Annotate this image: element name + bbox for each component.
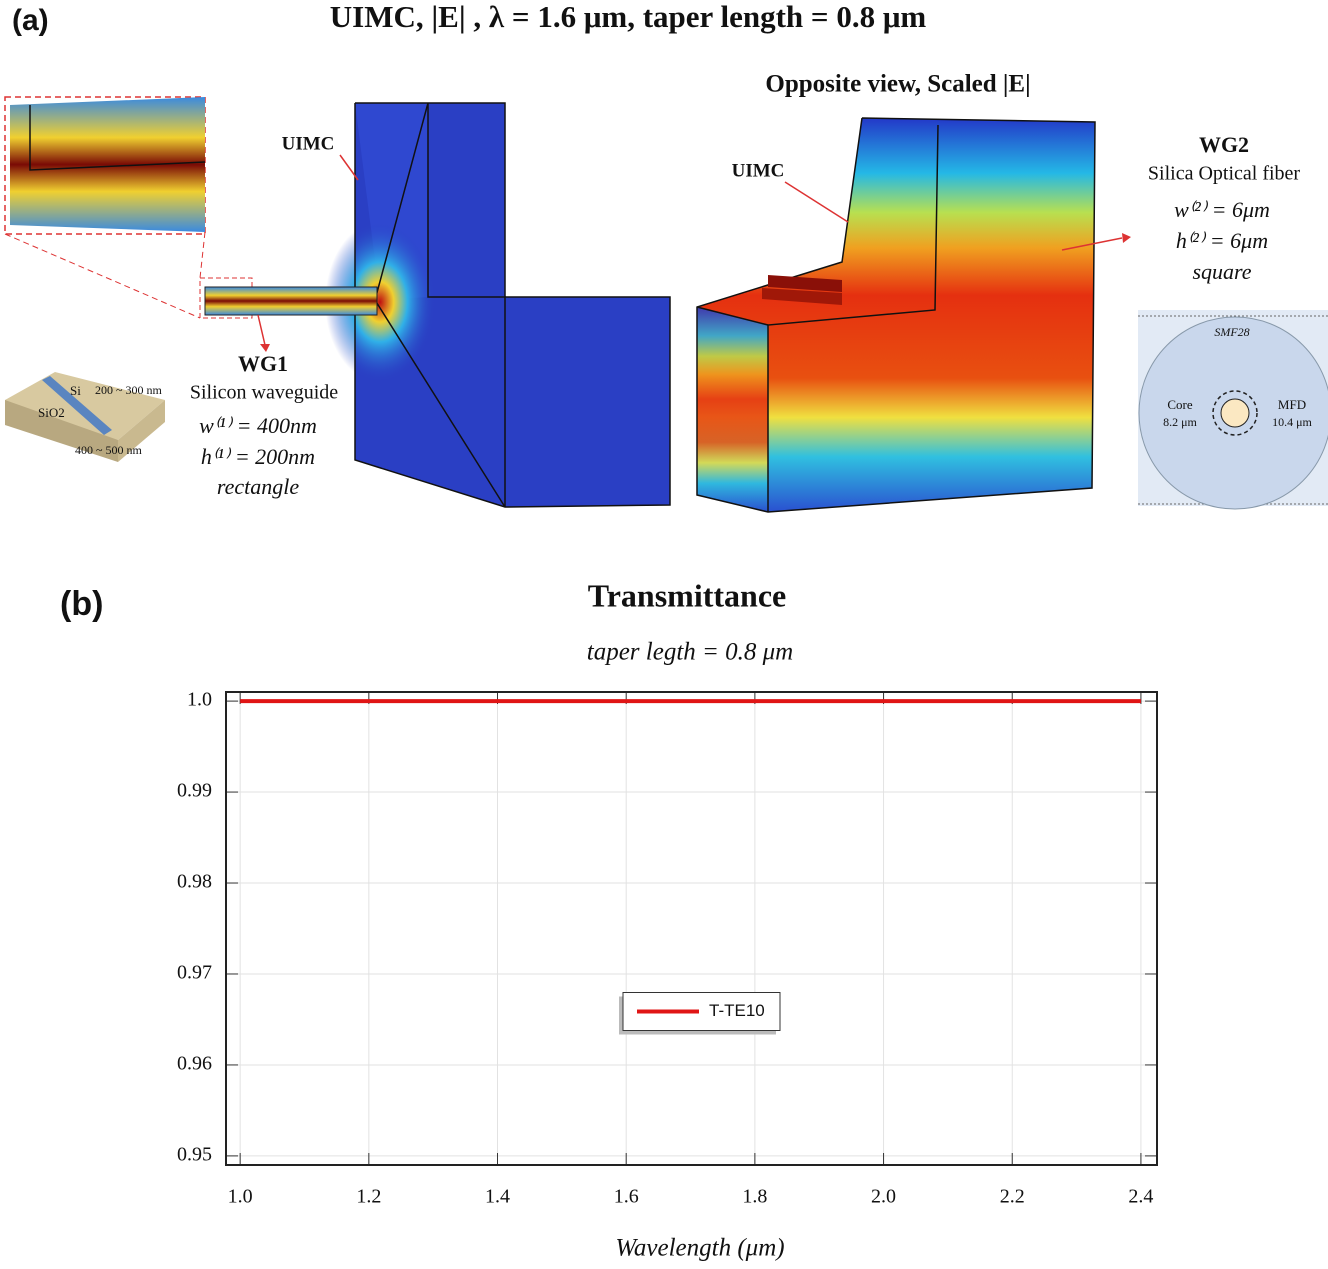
fiber-name: SMF28	[1214, 325, 1249, 339]
si-strip	[42, 376, 112, 435]
uimc-label: UIMC	[732, 160, 785, 181]
x-tick-label: 2.2	[1000, 1186, 1025, 1208]
edge	[696, 306, 769, 326]
pointer	[339, 154, 359, 181]
wg1-height: h⁽¹⁾ = 200nm	[201, 444, 315, 469]
edge	[354, 102, 671, 508]
y-tick-label: 0.98	[177, 871, 212, 893]
y-tick-label: 0.95	[177, 1143, 212, 1165]
si-label: Si	[70, 383, 81, 398]
mfd-circle	[1212, 390, 1258, 436]
arrow-head	[260, 344, 270, 352]
core	[1220, 398, 1250, 428]
edge	[767, 124, 939, 512]
wg1-name: WG1	[238, 351, 288, 376]
wg2-shape: square	[1192, 259, 1251, 284]
wg2-height: h⁽²⁾ = 6μm	[1176, 228, 1268, 253]
width-label: 400 ~ 500 nm	[75, 443, 142, 457]
y-tick-label: 0.96	[177, 1053, 212, 1075]
waveguide-stub	[768, 275, 842, 292]
wg1-desc: Silicon waveguide	[190, 382, 338, 404]
sio2-label: SiO2	[38, 405, 65, 420]
zoom-waveguide	[10, 97, 205, 232]
pointer	[257, 314, 266, 346]
chart-title: Transmittance	[588, 577, 786, 613]
fiber-block	[697, 118, 1095, 512]
x-tick-label: 1.6	[614, 1186, 639, 1208]
soi-side	[5, 400, 118, 462]
waveguide-stub	[762, 288, 842, 305]
wg1-width: w⁽¹⁾ = 400nm	[199, 413, 317, 438]
panel-b: (b) Transmittance taper legth = 0.8 μm W…	[60, 577, 1158, 1262]
panel-title: UIMC, |E| , λ = 1.6 μm, taper length = 0…	[330, 0, 927, 34]
pointer	[784, 181, 849, 223]
panel-a: (a) UIMC, |E| , λ = 1.6 μm, taper length…	[4, 0, 1328, 513]
wg2-width: w⁽²⁾ = 6μm	[1174, 197, 1270, 222]
x-tick-label: 1.2	[356, 1186, 381, 1208]
legend-label: T-TE10	[709, 1001, 765, 1020]
core-label: Core	[1167, 397, 1193, 412]
block-side	[697, 307, 768, 512]
wg2-name: WG2	[1199, 132, 1249, 157]
y-tick-label: 0.99	[177, 780, 212, 802]
y-tick-label: 1.0	[187, 689, 212, 711]
arrow-head	[1122, 233, 1131, 243]
legend: T-TE10	[619, 992, 781, 1035]
uimc-block	[355, 103, 670, 507]
mfd-label: MFD	[1278, 397, 1306, 412]
x-tick-label: 1.4	[485, 1186, 510, 1208]
mfd-size: 10.4 μm	[1272, 415, 1312, 429]
waveguide-1	[204, 286, 378, 316]
zoom-line	[4, 233, 201, 319]
x-axis-label: Wavelength (μm)	[615, 1235, 784, 1262]
field-glow	[325, 222, 435, 382]
y-tick-label: 0.97	[177, 962, 212, 984]
opposite-title: Opposite view, Scaled |E|	[765, 71, 1030, 98]
edge	[696, 117, 1096, 513]
edge	[29, 105, 206, 171]
wg2-desc: Silica Optical fiber	[1148, 163, 1301, 185]
soi-side	[118, 400, 165, 462]
panel-label: (b)	[60, 585, 103, 623]
x-tick-label: 1.8	[742, 1186, 767, 1208]
plot-area	[226, 692, 1157, 1165]
x-tick-label: 2.0	[871, 1186, 896, 1208]
edge	[427, 103, 506, 507]
uimc-label: UIMC	[282, 133, 335, 154]
chart-subtitle: taper legth = 0.8 μm	[587, 639, 793, 666]
wg1-shape: rectangle	[217, 474, 299, 499]
plot-frame	[225, 691, 1158, 1166]
pointer	[1061, 237, 1123, 251]
zoom-line	[199, 231, 206, 279]
panel-label: (a)	[12, 4, 49, 37]
height-label: 200 ~ 300 nm	[95, 383, 162, 397]
core-size: 8.2 μm	[1163, 415, 1197, 429]
x-tick-label: 1.0	[228, 1186, 253, 1208]
x-tick-label: 2.4	[1128, 1186, 1153, 1208]
zoom-box	[4, 96, 206, 235]
